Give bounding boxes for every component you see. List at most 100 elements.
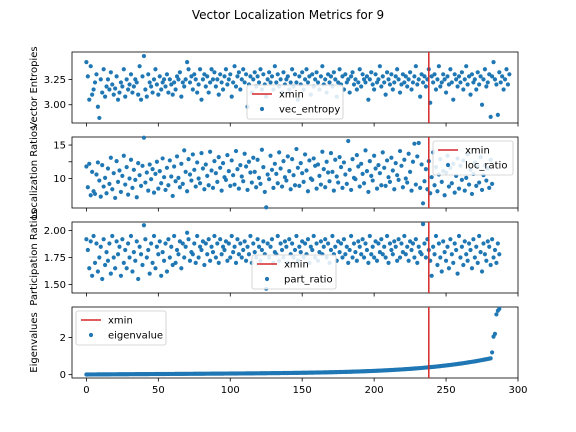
data-point <box>389 155 394 160</box>
data-point <box>156 186 161 191</box>
data-point <box>121 153 126 158</box>
data-point <box>238 241 243 246</box>
data-point <box>160 156 165 161</box>
data-point <box>156 252 161 257</box>
data-point <box>264 205 269 210</box>
data-point <box>172 80 177 85</box>
data-point <box>290 67 295 72</box>
y-tick-label: 15 <box>53 141 66 152</box>
data-point <box>344 181 349 186</box>
data-point <box>492 331 498 336</box>
data-point <box>248 233 253 239</box>
data-point <box>239 174 244 179</box>
data-point <box>128 233 134 239</box>
data-point <box>192 72 197 77</box>
data-point <box>387 82 393 87</box>
data-point <box>420 222 426 227</box>
data-point <box>458 255 463 260</box>
data-point <box>261 165 266 170</box>
data-point <box>409 87 414 92</box>
data-point <box>84 164 89 169</box>
data-point <box>277 150 282 155</box>
data-point <box>474 183 479 188</box>
data-point <box>490 350 495 355</box>
data-point <box>156 92 161 97</box>
data-point <box>128 157 134 162</box>
y-tick-label: 1.75 <box>44 253 66 264</box>
data-point <box>369 70 374 75</box>
data-point <box>121 260 126 265</box>
data-point <box>469 72 475 77</box>
data-point <box>454 77 459 82</box>
data-point <box>203 162 208 167</box>
data-point <box>160 250 165 255</box>
data-point <box>146 188 151 193</box>
data-point <box>259 247 265 253</box>
data-point <box>386 175 391 180</box>
data-point <box>215 179 220 184</box>
data-point <box>429 273 434 278</box>
data-point <box>102 175 108 180</box>
data-point <box>439 80 444 85</box>
data-point <box>420 201 426 206</box>
data-point <box>408 70 413 75</box>
data-point <box>333 77 338 82</box>
data-point <box>318 182 323 187</box>
data-point <box>370 244 375 249</box>
data-point <box>87 161 92 166</box>
data-point <box>202 262 207 268</box>
data-point <box>219 252 224 257</box>
data-point <box>127 255 132 260</box>
data-point <box>423 167 429 172</box>
data-point <box>482 67 488 72</box>
data-point <box>374 186 380 191</box>
data-point <box>282 239 288 244</box>
data-point <box>134 239 139 244</box>
data-point <box>502 77 508 82</box>
data-point <box>95 269 100 274</box>
panel-1: 3.00 3.25 Vector Entropies xmin vec_entropy <box>29 46 519 129</box>
data-point <box>242 239 247 244</box>
data-point <box>441 239 446 244</box>
legend-label-series: loc_ratio <box>465 161 507 172</box>
data-point <box>105 258 111 263</box>
data-point <box>482 252 488 257</box>
data-point <box>101 184 106 189</box>
data-point <box>418 94 423 99</box>
data-point <box>246 159 252 164</box>
data-point <box>216 154 221 160</box>
data-point <box>384 158 390 163</box>
data-point <box>353 77 358 82</box>
data-point <box>405 180 410 185</box>
data-point <box>199 150 204 156</box>
legend-label-series: part_ratio <box>284 275 333 286</box>
data-point <box>317 173 322 178</box>
data-point <box>380 252 385 257</box>
data-point <box>120 237 125 242</box>
data-point <box>92 80 98 85</box>
data-point <box>363 80 368 85</box>
data-point <box>107 241 112 246</box>
data-point <box>203 241 208 246</box>
data-point <box>233 148 239 154</box>
data-point <box>101 67 106 72</box>
data-point <box>144 255 149 260</box>
data-point <box>138 183 144 188</box>
data-point <box>442 77 447 82</box>
data-point <box>173 87 178 92</box>
data-point <box>189 178 194 183</box>
data-point <box>415 260 420 265</box>
data-point <box>157 169 162 174</box>
data-point <box>258 67 263 72</box>
data-point <box>241 67 246 72</box>
data-point <box>210 185 216 191</box>
data-point <box>383 92 388 97</box>
data-point <box>403 176 408 181</box>
data-point <box>465 258 470 263</box>
data-point <box>91 87 96 92</box>
data-point <box>301 179 306 184</box>
data-point <box>458 80 463 85</box>
data-point <box>92 260 98 265</box>
y-axis-label: Eigenvalues <box>29 312 40 372</box>
data-point <box>235 167 240 172</box>
